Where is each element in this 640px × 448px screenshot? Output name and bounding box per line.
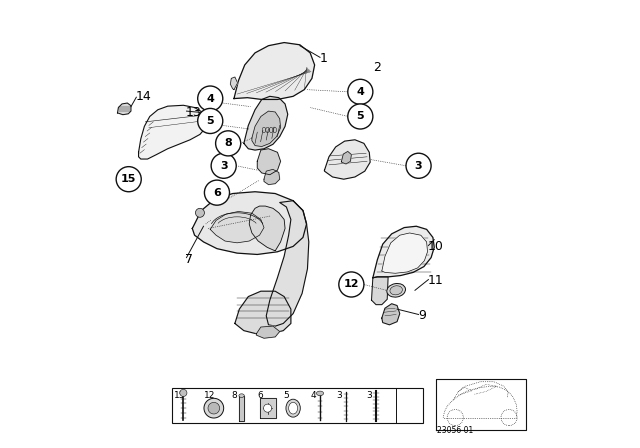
Text: 5: 5 (356, 112, 364, 121)
Circle shape (348, 104, 373, 129)
Text: 3: 3 (415, 161, 422, 171)
Text: 1: 1 (320, 52, 328, 65)
Polygon shape (235, 291, 291, 334)
Polygon shape (382, 233, 428, 273)
Polygon shape (257, 326, 280, 338)
Text: 14: 14 (136, 90, 151, 103)
Polygon shape (264, 169, 280, 185)
Circle shape (195, 208, 204, 217)
Text: 7: 7 (185, 253, 193, 267)
Ellipse shape (390, 286, 403, 295)
Polygon shape (139, 105, 207, 159)
Polygon shape (342, 151, 351, 164)
Circle shape (406, 153, 431, 178)
Polygon shape (249, 206, 285, 251)
Circle shape (198, 108, 223, 134)
Text: 3: 3 (336, 391, 342, 400)
Ellipse shape (289, 402, 298, 414)
Polygon shape (324, 140, 370, 179)
Circle shape (264, 404, 271, 412)
Circle shape (198, 86, 223, 111)
Circle shape (116, 167, 141, 192)
Text: 8: 8 (224, 138, 232, 148)
Text: 2: 2 (373, 60, 381, 74)
Circle shape (204, 180, 230, 205)
Circle shape (348, 79, 373, 104)
Ellipse shape (239, 394, 244, 397)
Text: 13: 13 (186, 105, 202, 119)
Text: 9: 9 (419, 309, 426, 323)
Text: 10: 10 (428, 240, 444, 253)
Polygon shape (230, 77, 237, 90)
Polygon shape (373, 226, 435, 278)
Polygon shape (257, 149, 280, 175)
Bar (172, 388, 423, 423)
Polygon shape (252, 111, 280, 146)
Circle shape (208, 402, 220, 414)
Polygon shape (371, 277, 388, 305)
Circle shape (339, 272, 364, 297)
Polygon shape (244, 96, 288, 150)
Text: 6: 6 (258, 391, 264, 400)
Ellipse shape (286, 399, 300, 417)
Text: 4: 4 (356, 87, 364, 97)
Circle shape (180, 389, 187, 396)
Circle shape (211, 153, 236, 178)
Polygon shape (210, 211, 264, 243)
Text: 5: 5 (284, 391, 289, 400)
Text: 4: 4 (310, 391, 316, 400)
Ellipse shape (316, 391, 324, 396)
Text: 15: 15 (121, 174, 136, 184)
Polygon shape (118, 103, 131, 115)
Circle shape (204, 398, 224, 418)
Text: 15: 15 (173, 391, 185, 400)
Polygon shape (239, 396, 244, 421)
Ellipse shape (387, 284, 406, 297)
Text: 6: 6 (213, 188, 221, 198)
Text: 3: 3 (366, 391, 372, 400)
Text: 4: 4 (206, 94, 214, 103)
Polygon shape (192, 192, 307, 254)
Circle shape (216, 131, 241, 156)
Polygon shape (234, 43, 315, 99)
Text: 23056 01: 23056 01 (437, 426, 474, 435)
Polygon shape (382, 304, 400, 325)
Polygon shape (266, 201, 309, 326)
Polygon shape (260, 398, 276, 418)
Text: 12: 12 (344, 280, 359, 289)
Text: 3: 3 (220, 161, 227, 171)
Text: 11: 11 (428, 273, 444, 287)
Text: 12: 12 (204, 391, 215, 400)
Text: 5: 5 (207, 116, 214, 126)
Text: 8: 8 (232, 391, 237, 400)
